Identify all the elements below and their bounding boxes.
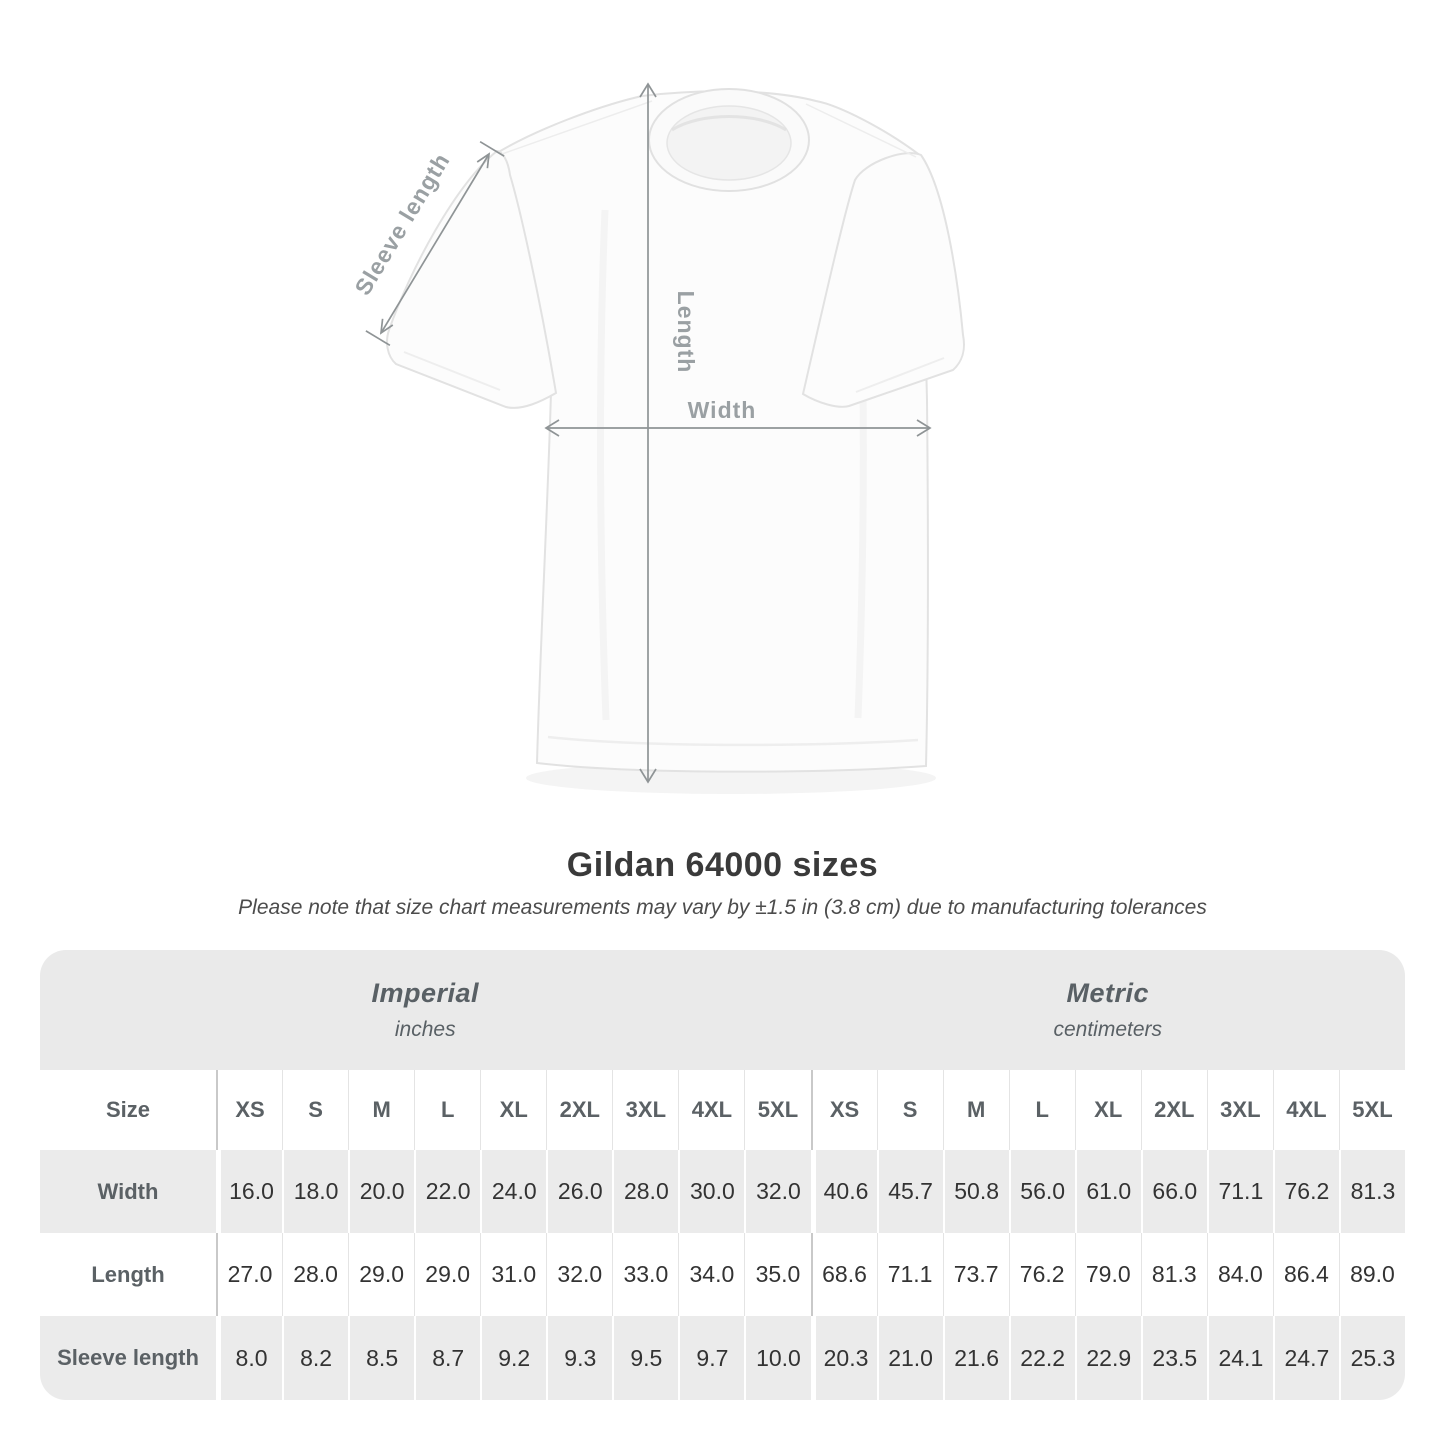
table-cell: 45.7 — [876, 1150, 943, 1233]
table-cell: 84.0 — [1206, 1233, 1273, 1316]
table-cell: 76.2 — [1008, 1233, 1075, 1316]
size-header: 4XL — [1272, 1070, 1339, 1150]
table-cell: 71.1 — [1206, 1150, 1273, 1233]
table-cell: 81.3 — [1140, 1233, 1207, 1316]
table-cell: 66.0 — [1140, 1150, 1207, 1233]
table-cell: 25.3 — [1338, 1316, 1405, 1400]
size-header: XS — [810, 1070, 877, 1150]
size-header: XL — [480, 1070, 547, 1150]
size-header: M — [348, 1070, 415, 1150]
table-cell: 9.5 — [612, 1316, 679, 1400]
table-cell: 86.4 — [1272, 1233, 1339, 1316]
size-header: S — [876, 1070, 943, 1150]
table-cell: 73.7 — [942, 1233, 1009, 1316]
table-cell: 22.9 — [1074, 1316, 1141, 1400]
table-cell: 61.0 — [1074, 1150, 1141, 1233]
table-cell: 68.6 — [810, 1233, 877, 1316]
table-cell: 56.0 — [1008, 1150, 1075, 1233]
row-label-sleeve-length: Sleeve length — [40, 1316, 216, 1400]
table-cell: 27.0 — [216, 1233, 283, 1316]
table-cell: 35.0 — [744, 1233, 811, 1316]
table-cell: 24.0 — [480, 1150, 547, 1233]
size-header: XL — [1074, 1070, 1141, 1150]
table-cell: 31.0 — [480, 1233, 547, 1316]
table-cell: 40.6 — [810, 1150, 877, 1233]
size-column-header: Size — [40, 1070, 216, 1150]
tshirt-right-sleeve — [801, 152, 965, 408]
size-header: 4XL — [678, 1070, 745, 1150]
size-header: 2XL — [546, 1070, 613, 1150]
table-cell: 81.3 — [1338, 1150, 1405, 1233]
table-cell: 28.0 — [282, 1233, 349, 1316]
length-label: Length — [673, 291, 699, 374]
size-header: 2XL — [1140, 1070, 1207, 1150]
table-cell: 22.2 — [1008, 1316, 1075, 1400]
table-cell: 20.3 — [810, 1316, 877, 1400]
table-cell: 16.0 — [216, 1150, 283, 1233]
table-cell: 21.0 — [876, 1316, 943, 1400]
table-cell: 18.0 — [282, 1150, 349, 1233]
size-header: S — [282, 1070, 349, 1150]
size-header: XS — [216, 1070, 283, 1150]
imperial-section-header: Imperial inches — [40, 950, 811, 1070]
imperial-unit: inches — [394, 1018, 456, 1041]
row-label-length: Length — [40, 1233, 216, 1316]
table-cell: 32.0 — [744, 1150, 811, 1233]
tshirt-diagram: Sleeve length Length Width — [349, 82, 965, 794]
size-header: 3XL — [612, 1070, 679, 1150]
table-cell: 9.2 — [480, 1316, 547, 1400]
table-cell: 26.0 — [546, 1150, 613, 1233]
table-cell: 24.1 — [1206, 1316, 1273, 1400]
table-cell: 71.1 — [876, 1233, 943, 1316]
tshirt-left-sleeve — [386, 149, 558, 409]
table-cell: 30.0 — [678, 1150, 745, 1233]
table-cell: 8.5 — [348, 1316, 415, 1400]
table-cell: 32.0 — [546, 1233, 613, 1316]
size-header: 3XL — [1206, 1070, 1273, 1150]
page-title: Gildan 64000 sizes — [566, 846, 879, 884]
table-cell: 50.8 — [942, 1150, 1009, 1233]
table-cell: 24.7 — [1272, 1316, 1339, 1400]
table-cell: 34.0 — [678, 1233, 745, 1316]
metric-unit: centimeters — [1053, 1018, 1163, 1041]
table-cell: 8.0 — [216, 1316, 283, 1400]
length-arrow — [639, 82, 657, 784]
table-cell: 9.7 — [678, 1316, 745, 1400]
table-cell: 29.0 — [414, 1233, 481, 1316]
page-subtitle: Please note that size chart measurements… — [238, 896, 1207, 919]
size-header: L — [1008, 1070, 1075, 1150]
metric-title: Metric — [1066, 978, 1150, 1008]
table-cell: 76.2 — [1272, 1150, 1339, 1233]
table-cell: 28.0 — [612, 1150, 679, 1233]
table-cell: 22.0 — [414, 1150, 481, 1233]
table-cell: 89.0 — [1338, 1233, 1405, 1316]
sleeve-length-arrow — [365, 140, 505, 347]
table-cell: 23.5 — [1140, 1316, 1207, 1400]
size-header: L — [414, 1070, 481, 1150]
table-cell: 8.2 — [282, 1316, 349, 1400]
width-arrow — [544, 419, 932, 437]
table-cell: 20.0 — [348, 1150, 415, 1233]
table-cell: 8.7 — [414, 1316, 481, 1400]
imperial-title: Imperial — [371, 978, 480, 1008]
size-header: M — [942, 1070, 1009, 1150]
table-cell: 10.0 — [744, 1316, 811, 1400]
table-cell: 79.0 — [1074, 1233, 1141, 1316]
size-table: Imperial inches Metric centimeters Size … — [40, 950, 1405, 1400]
table-cell: 9.3 — [546, 1316, 613, 1400]
title-block: Gildan 64000 sizes Please note that size… — [0, 846, 1445, 920]
table-cell: 21.6 — [942, 1316, 1009, 1400]
size-header: 5XL — [744, 1070, 811, 1150]
row-label-width: Width — [40, 1150, 216, 1233]
table-cell: 33.0 — [612, 1233, 679, 1316]
width-label: Width — [688, 397, 757, 423]
metric-section-header: Metric centimeters — [810, 950, 1405, 1070]
table-cell: 29.0 — [348, 1233, 415, 1316]
size-header: 5XL — [1338, 1070, 1405, 1150]
